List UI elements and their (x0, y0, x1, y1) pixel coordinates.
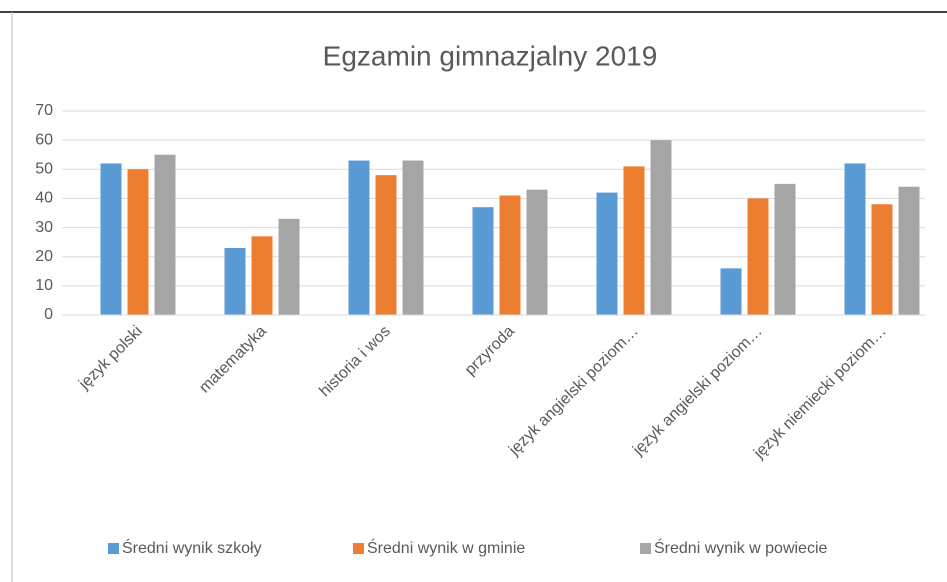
bar (871, 204, 893, 315)
y-tick-label: 70 (35, 102, 53, 119)
bar (898, 186, 920, 315)
bar (100, 163, 122, 315)
legend-label: Średni wynik w powiecie (654, 538, 828, 557)
chart-title: Egzamin gimnazjalny 2019 (323, 40, 658, 71)
legend-swatch (353, 543, 364, 554)
bar (127, 169, 149, 315)
bar (650, 140, 672, 315)
bar (747, 198, 769, 315)
bar (499, 195, 521, 315)
y-tick-label: 20 (35, 248, 53, 265)
bar (224, 247, 246, 315)
bar (844, 163, 866, 315)
bar (720, 268, 742, 315)
bar (375, 175, 397, 315)
y-tick-label: 60 (35, 131, 53, 148)
bar (154, 154, 176, 315)
y-tick-label: 40 (35, 190, 53, 207)
y-tick-label: 50 (35, 161, 53, 178)
y-tick-label: 0 (44, 306, 53, 323)
bar (472, 207, 494, 315)
bar (623, 166, 645, 315)
legend-swatch (640, 543, 651, 554)
bar (348, 160, 370, 315)
y-tick-label: 30 (35, 219, 53, 236)
legend-label: Średni wynik w gminie (367, 538, 525, 557)
bar (251, 236, 273, 315)
bar (774, 183, 796, 315)
bar (596, 192, 618, 315)
bar (526, 189, 548, 315)
legend-label: Średni wynik szkoły (122, 538, 262, 557)
bar (278, 218, 300, 315)
y-tick-label: 10 (35, 277, 53, 294)
bar (402, 160, 424, 315)
legend-swatch (108, 543, 119, 554)
